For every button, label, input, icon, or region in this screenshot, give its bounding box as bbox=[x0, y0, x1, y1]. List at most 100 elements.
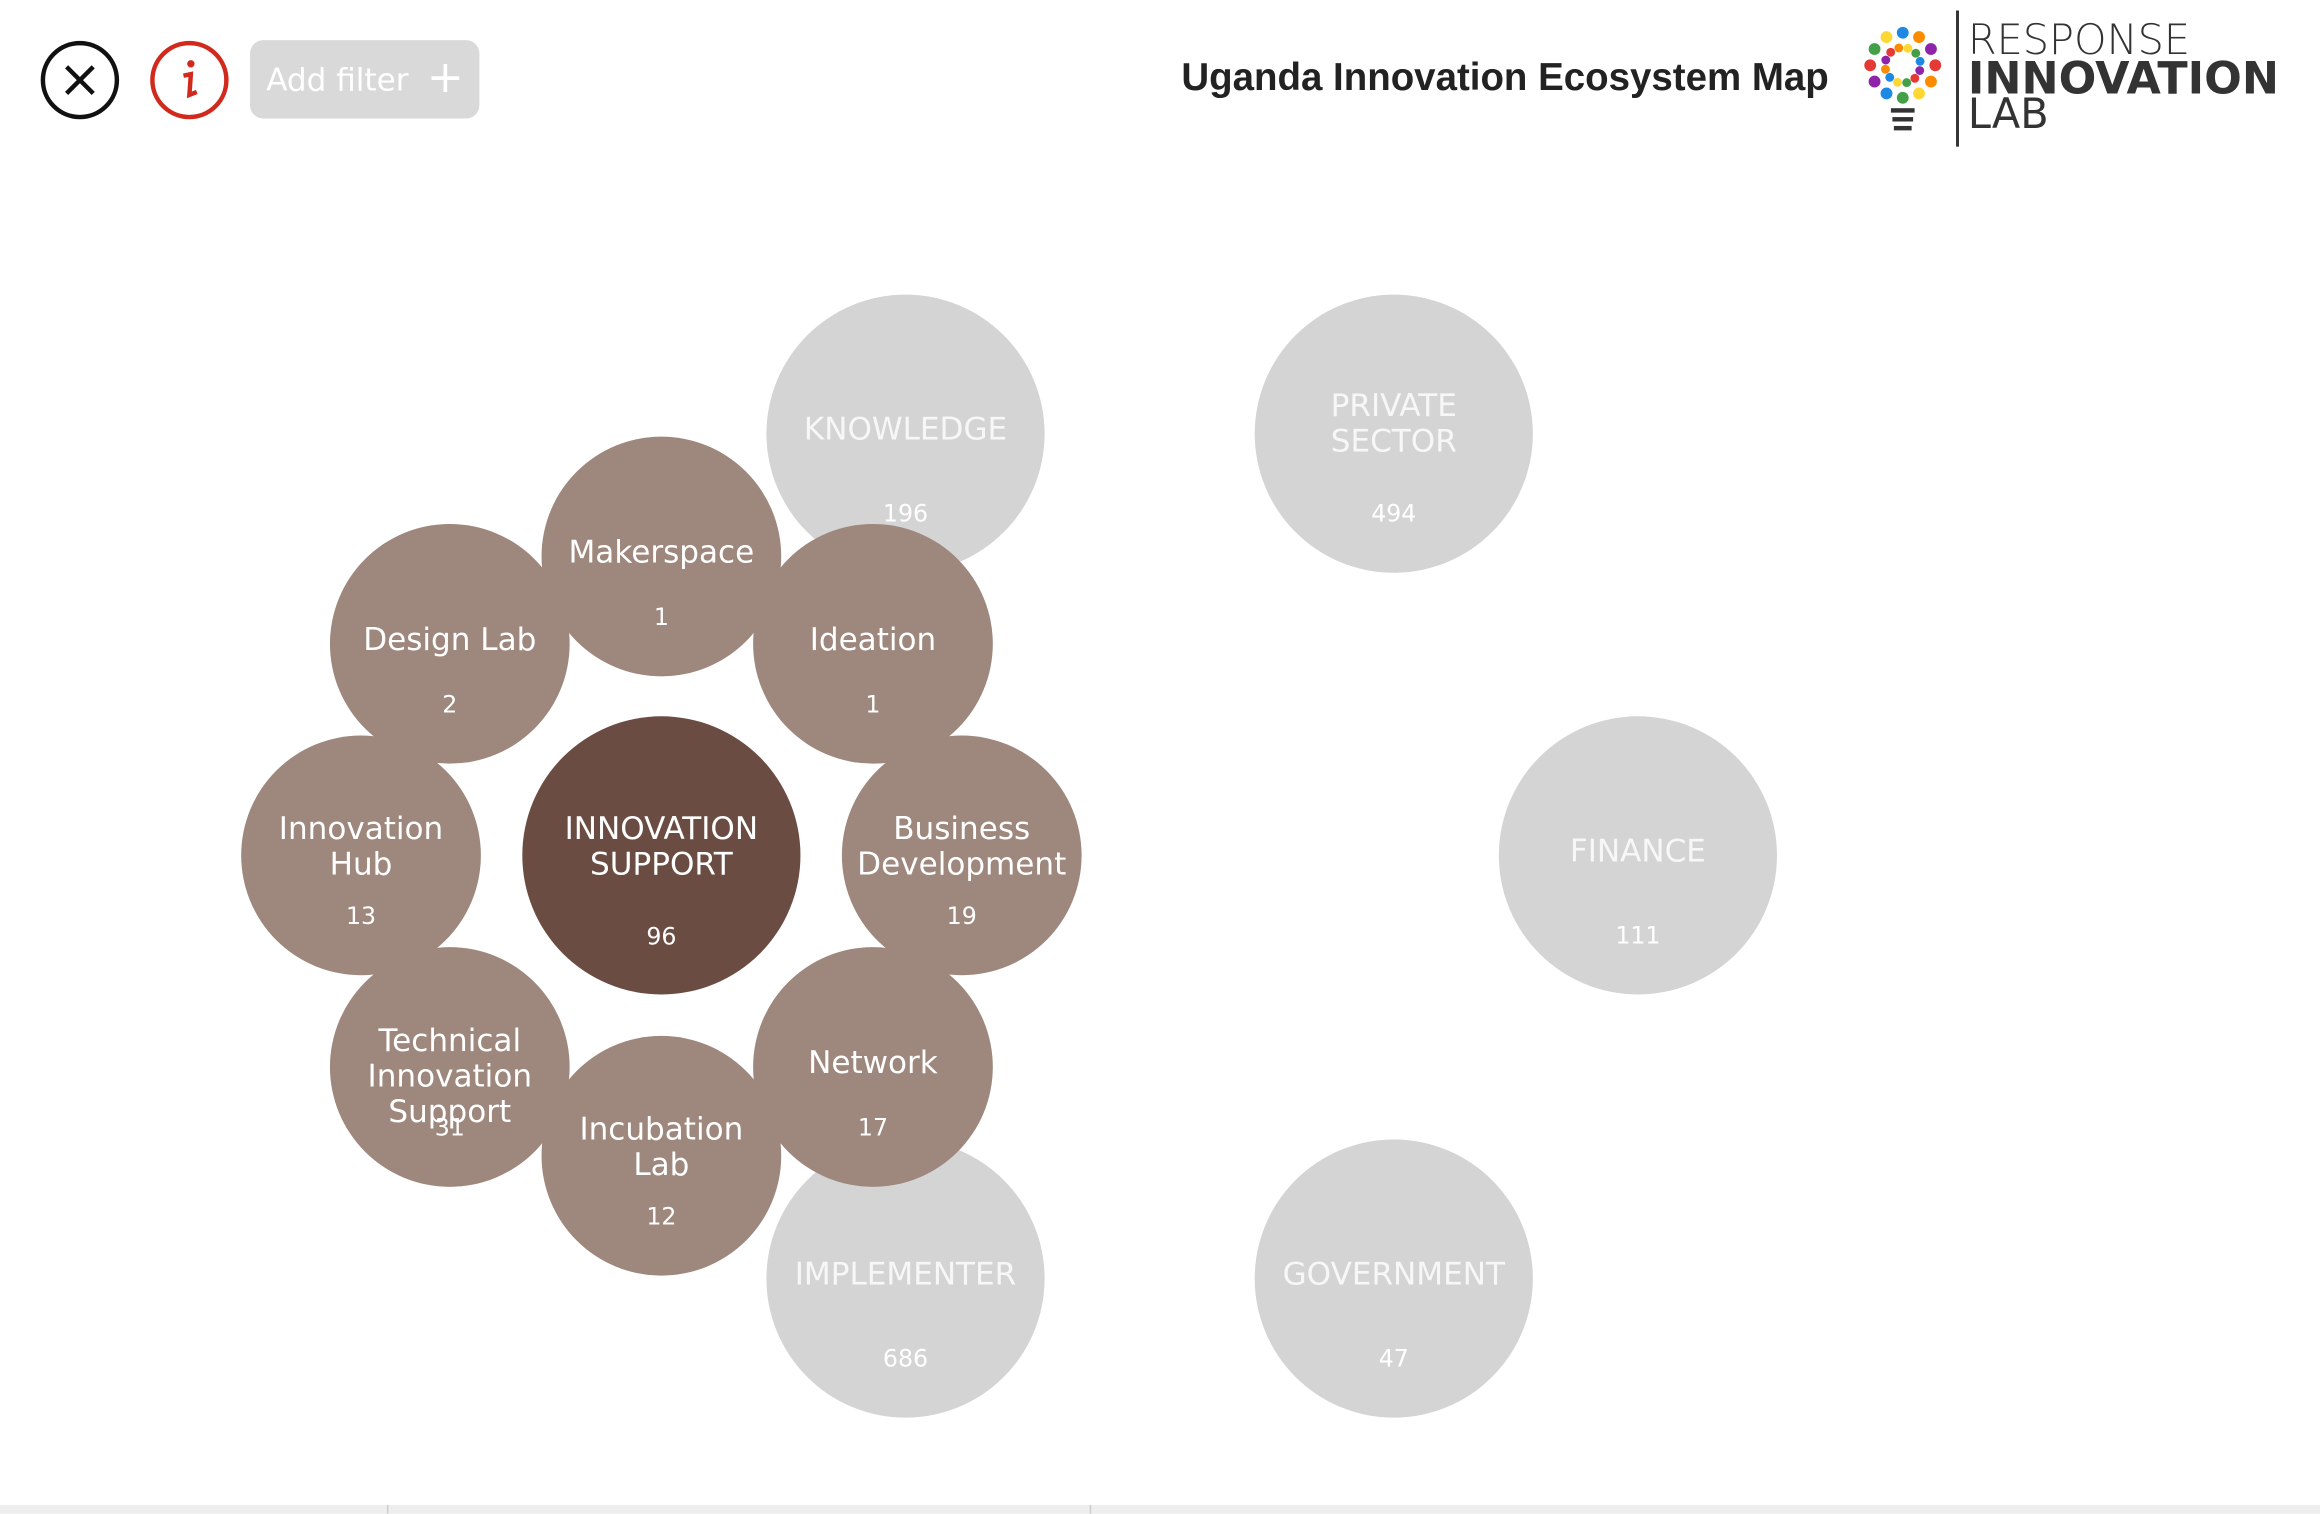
node-label: Hub bbox=[330, 847, 393, 883]
logo-dot bbox=[1896, 26, 1909, 39]
node[interactable]: IMPLEMENTER 686 bbox=[766, 1139, 1045, 1418]
logo-icon bbox=[1864, 26, 1942, 104]
close-circle bbox=[40, 40, 120, 120]
node-circle bbox=[1254, 294, 1533, 573]
logo-dot bbox=[1911, 48, 1921, 58]
logo-dot bbox=[1903, 43, 1913, 53]
logo-text: LAB bbox=[1968, 90, 2049, 138]
info-button[interactable] bbox=[150, 40, 229, 120]
node-label: KNOWLEDGE bbox=[804, 412, 1007, 448]
logo-dot bbox=[1913, 31, 1925, 44]
node-label: Support bbox=[388, 1094, 511, 1130]
node[interactable]: KNOWLEDGE 196 bbox=[766, 294, 1045, 573]
node[interactable]: FINANCE 111 bbox=[1498, 716, 1777, 995]
logo-text: INNOVATION bbox=[1968, 54, 2279, 105]
logo-dot bbox=[1893, 77, 1902, 87]
node-count: 1 bbox=[865, 690, 880, 718]
node-label: Business bbox=[893, 811, 1030, 847]
ecosystem-map: KNOWLEDGE196PRIVATESECTOR494FINANCE111GO… bbox=[241, 294, 1777, 1418]
node-label: FINANCE bbox=[1570, 833, 1706, 869]
node-circle bbox=[1498, 716, 1777, 995]
node-circle bbox=[522, 716, 801, 995]
close-button[interactable] bbox=[40, 40, 120, 120]
node-count: 1 bbox=[654, 603, 669, 631]
node-label: Ideation bbox=[810, 622, 937, 658]
logo-dot bbox=[1868, 75, 1881, 88]
node-count: 12 bbox=[646, 1202, 676, 1230]
node-label: Network bbox=[808, 1045, 938, 1081]
filter-bg bbox=[250, 40, 480, 119]
logo-dot bbox=[1894, 43, 1904, 53]
close-icon bbox=[65, 65, 95, 95]
node-count: 686 bbox=[883, 1344, 928, 1372]
node-label: PRIVATE bbox=[1331, 388, 1457, 424]
bulb-base bbox=[1890, 108, 1915, 113]
footer-bar bbox=[0, 1504, 2320, 1514]
node-circle bbox=[753, 523, 993, 764]
node-label: SECTOR bbox=[1331, 424, 1457, 460]
logo-dot bbox=[1910, 73, 1920, 83]
node-count: 19 bbox=[947, 902, 977, 930]
filter-label: Add filter bbox=[266, 63, 408, 99]
node-label: Technical bbox=[377, 1023, 521, 1059]
node[interactable]: GOVERNMENT 47 bbox=[1254, 1139, 1533, 1418]
logo-text: RESPONSE bbox=[1968, 16, 2190, 64]
node-count: 111 bbox=[1615, 921, 1660, 949]
node-circle bbox=[766, 294, 1045, 573]
node-label: INNOVATION bbox=[565, 811, 758, 847]
logo-dot bbox=[1913, 87, 1925, 100]
node-circle bbox=[241, 735, 481, 976]
node-label: Development bbox=[857, 847, 1066, 883]
node-label: GOVERNMENT bbox=[1283, 1257, 1506, 1293]
node[interactable]: Network 17 bbox=[753, 947, 993, 1187]
node-circle bbox=[541, 436, 782, 677]
logo-dot bbox=[1885, 72, 1895, 82]
add-filter-button[interactable]: Add filter + bbox=[250, 40, 480, 119]
node[interactable]: Design Lab 2 bbox=[329, 523, 570, 764]
bulb-base bbox=[1892, 117, 1914, 122]
logo-dot bbox=[1886, 47, 1896, 57]
logo-dot bbox=[1881, 55, 1891, 65]
node-count: 47 bbox=[1379, 1344, 1409, 1372]
node-circle bbox=[541, 1035, 782, 1276]
node-circle bbox=[766, 1139, 1045, 1418]
node-circle bbox=[329, 523, 570, 764]
bulb-base bbox=[1893, 125, 1912, 131]
node-count: 2 bbox=[442, 690, 457, 718]
page-title: Uganda Innovation Ecosystem Map bbox=[1181, 56, 1828, 99]
filter-plus: + bbox=[427, 52, 464, 103]
logo-dot bbox=[1896, 91, 1909, 104]
node-count: 494 bbox=[1371, 500, 1416, 528]
node[interactable]: Ideation 1 bbox=[753, 523, 993, 764]
logo-dot bbox=[1915, 66, 1925, 75]
logo-dot bbox=[1915, 56, 1925, 66]
node-label: Makerspace bbox=[569, 535, 755, 571]
node-label: Design Lab bbox=[363, 622, 536, 658]
logo-dot bbox=[1881, 64, 1890, 74]
node-count: 96 bbox=[646, 923, 676, 951]
logo-dot bbox=[1902, 78, 1912, 88]
node-label: Innovation bbox=[279, 811, 443, 847]
node-count: 13 bbox=[346, 902, 376, 930]
node-label: SUPPORT bbox=[590, 847, 734, 883]
logo-dot bbox=[1880, 87, 1893, 100]
node-label: IMPLEMENTER bbox=[795, 1257, 1016, 1293]
node-circle bbox=[753, 947, 993, 1187]
info-circle bbox=[150, 40, 229, 120]
logo-dot bbox=[1868, 43, 1881, 55]
logo-dot bbox=[1925, 75, 1937, 88]
node-label: Lab bbox=[633, 1147, 689, 1183]
node-circle bbox=[329, 947, 570, 1187]
node-count: 17 bbox=[858, 1114, 888, 1142]
logo-dot bbox=[1864, 59, 1877, 72]
node[interactable]: Makerspace 1 bbox=[541, 436, 782, 677]
node-count: 196 bbox=[883, 500, 928, 528]
logo-dot bbox=[1925, 43, 1937, 55]
